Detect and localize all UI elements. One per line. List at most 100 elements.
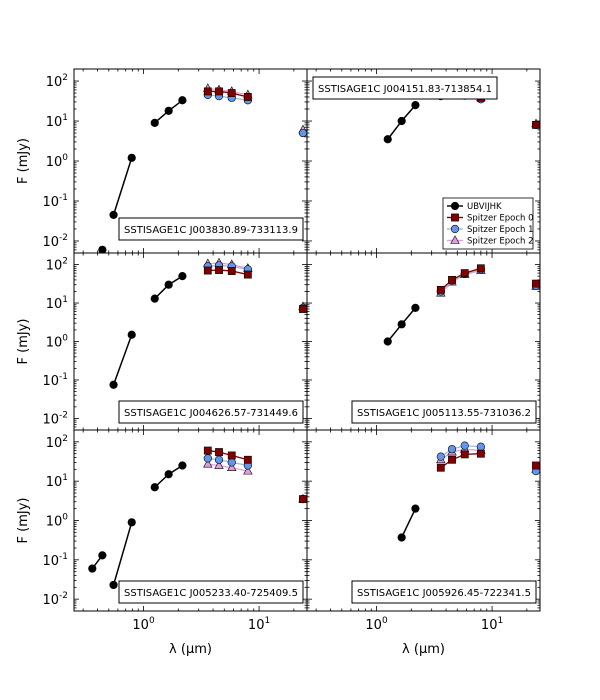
legend-marker	[451, 213, 459, 222]
data-point	[298, 128, 308, 138]
data-point	[243, 455, 252, 464]
data-point	[203, 446, 212, 455]
x-axis-label: λ (μm)	[402, 642, 445, 657]
data-point	[532, 461, 540, 470]
series-line	[207, 264, 248, 271]
y-tick-label: 100	[46, 513, 69, 530]
data-point	[532, 120, 540, 129]
data-point	[299, 305, 307, 313]
y-tick-label: 101	[46, 113, 68, 130]
series-line	[207, 262, 249, 269]
data-point	[447, 445, 457, 454]
data-point	[243, 270, 252, 279]
object-label-text: SSTISAGE1C J005926.45-722341.5	[357, 588, 531, 599]
object-label: SSTISAGE1C J004626.57-731449.6	[118, 400, 304, 424]
object-label-text: SSTISAGE1C J003830.89-733113.9	[124, 225, 298, 236]
series-line	[112, 157, 133, 216]
data-point	[476, 449, 485, 458]
series-line	[207, 463, 249, 472]
data-point	[164, 106, 173, 115]
series-line	[207, 90, 249, 98]
y-tick-label: 101	[46, 473, 68, 490]
series-ubvijhk	[109, 272, 187, 389]
data-point	[127, 518, 136, 527]
object-label-box	[118, 217, 304, 241]
axis-ticks	[307, 429, 540, 612]
data-point	[178, 272, 187, 281]
data-point	[215, 266, 223, 274]
object-label-box	[118, 400, 304, 424]
y-tick-label: 102	[46, 434, 68, 451]
object-label-box	[351, 400, 537, 424]
x-tick-label: 100	[365, 616, 388, 633]
legend-entry-ubvijhk: UBVIJHK	[447, 201, 502, 212]
object-label-text: SSTISAGE1C J005113.55-731036.2	[357, 408, 531, 419]
data-point	[460, 269, 469, 278]
object-label-box	[351, 580, 537, 604]
series-ubvijhk	[88, 461, 187, 590]
data-point	[178, 96, 187, 105]
series-line	[112, 522, 133, 586]
y-tick-label: 101	[46, 295, 68, 312]
y-tick-label: 102	[46, 257, 68, 274]
series-line	[207, 87, 249, 96]
data-point	[127, 330, 136, 339]
panel-bottom-left: SSTISAGE1C J005233.40-725409.5	[73, 429, 308, 612]
series-ubvijhk	[383, 303, 420, 346]
data-point	[214, 460, 224, 469]
data-point	[299, 495, 307, 504]
data-point	[150, 118, 159, 127]
object-label: SSTISAGE1C J004151.83-713854.1	[312, 76, 498, 100]
data-point	[109, 580, 118, 590]
series-spitzer-epoch-0	[203, 266, 307, 313]
axis-ticks	[74, 429, 307, 612]
panel-middle-right: SSTISAGE1C J005113.55-731036.2	[306, 252, 541, 431]
data-point	[227, 89, 236, 97]
data-point	[532, 279, 540, 288]
data-point	[215, 448, 223, 456]
data-point	[397, 116, 406, 126]
data-point	[127, 153, 136, 162]
data-point	[436, 452, 445, 461]
series-ubvijhk	[383, 101, 420, 144]
series-line	[440, 444, 481, 458]
data-point	[383, 337, 392, 346]
data-point	[243, 465, 253, 475]
object-label: SSTISAGE1C J005113.55-731036.2	[351, 400, 537, 424]
series-spitzer-epoch-0	[436, 449, 540, 472]
y-tick-label: 10-2	[42, 233, 68, 250]
legend-label: Spitzer Epoch 0	[467, 214, 534, 224]
data-point	[215, 87, 223, 96]
data-point	[203, 458, 213, 468]
data-point	[411, 101, 420, 110]
x-tick-label: 101	[481, 616, 503, 633]
data-point	[436, 285, 445, 294]
legend-entry-spitzer-epoch-2: Spitzer Epoch 2	[447, 235, 534, 247]
data-point	[150, 483, 159, 492]
data-point	[109, 380, 118, 389]
object-label-text: SSTISAGE1C J004626.57-731449.6	[124, 408, 298, 419]
x-axis-label: λ (μm)	[169, 642, 212, 657]
series-ubvijhk	[98, 96, 187, 254]
data-point	[476, 442, 485, 451]
y-tick-label: 100	[46, 153, 69, 170]
object-label: SSTISAGE1C J003830.89-733113.9	[118, 217, 304, 241]
y-tick-label: 100	[46, 334, 69, 351]
data-point	[448, 455, 456, 464]
data-point	[214, 455, 224, 464]
data-point	[411, 504, 420, 513]
y-tick-label: 10-2	[42, 410, 68, 427]
data-point	[88, 564, 97, 573]
data-point	[460, 441, 469, 450]
data-point	[203, 266, 212, 275]
legend-label: Spitzer Epoch 1	[467, 225, 534, 235]
series-line	[440, 448, 481, 461]
data-point	[243, 93, 252, 101]
axis-ticks	[307, 252, 540, 431]
x-tick-label: 100	[132, 616, 155, 633]
panel-bottom-right: SSTISAGE1C J005926.45-722341.5	[306, 429, 541, 612]
data-point	[436, 463, 445, 472]
object-label-box	[118, 580, 304, 604]
